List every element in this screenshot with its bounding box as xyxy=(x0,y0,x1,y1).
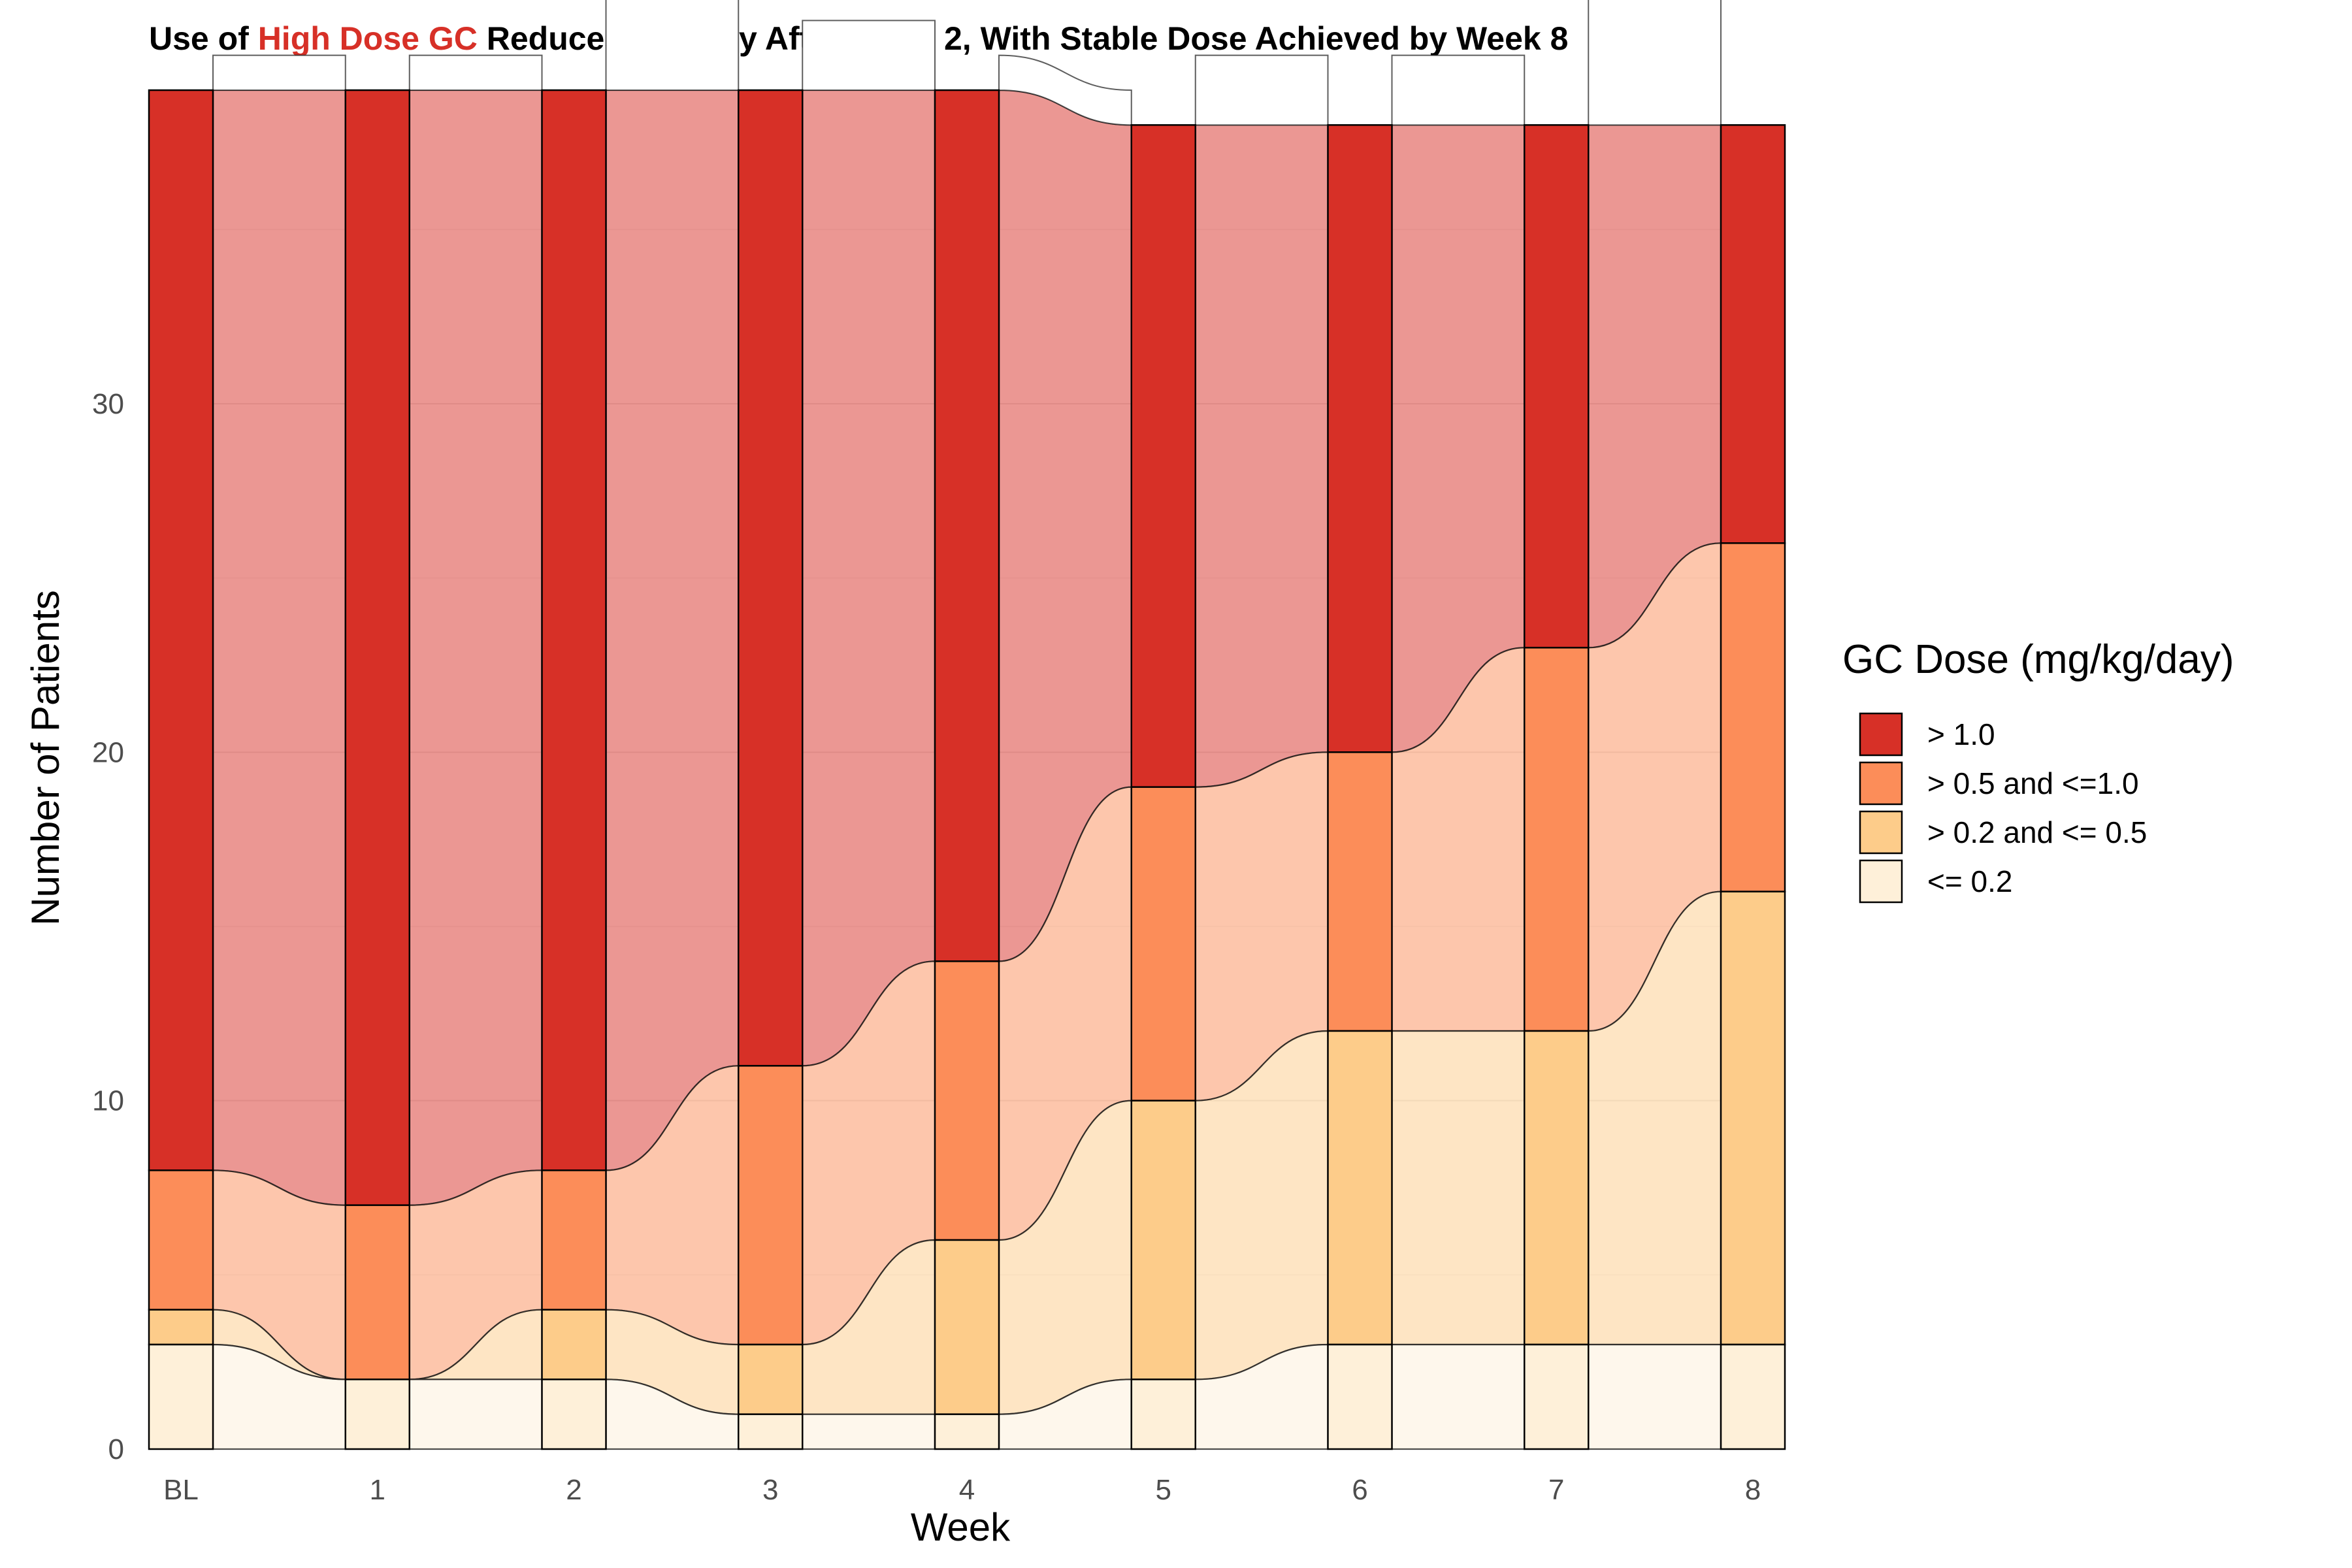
bar-segment xyxy=(1720,1343,1786,1450)
y-tick-label: 30 xyxy=(92,388,124,420)
legend-swatch xyxy=(1859,712,1903,757)
flow-missing xyxy=(1588,0,1722,126)
legend-label: <= 0.2 xyxy=(1927,864,2012,898)
legend: GC Dose (mg/kg/day) > 1.0 > 0.5 and <=1.0… xyxy=(1842,637,2234,904)
x-tick-label: BL xyxy=(163,1474,199,1506)
legend-label: > 1.0 xyxy=(1927,717,1995,751)
bar-segment xyxy=(541,1309,607,1380)
bar-segment xyxy=(344,1204,410,1380)
flow-missing xyxy=(605,0,740,91)
title-highlight: High Dose GC xyxy=(257,20,478,57)
bar-segment xyxy=(934,960,1000,1241)
bar-segment xyxy=(1720,890,1786,1346)
bar-segment xyxy=(738,1343,804,1415)
legend-swatch xyxy=(1859,761,1903,806)
x-axis-title: Week xyxy=(911,1505,1011,1549)
bar-segment xyxy=(541,1169,607,1311)
flow-missing xyxy=(1194,54,1329,126)
x-tick-label: 4 xyxy=(959,1474,975,1506)
bar-segment xyxy=(738,89,804,1067)
bar-segment xyxy=(541,1379,607,1450)
y-tick-label: 10 xyxy=(92,1085,124,1117)
legend-label: > 0.2 and <= 0.5 xyxy=(1927,815,2147,849)
bar-segment xyxy=(1130,786,1196,1102)
y-tick-label: 0 xyxy=(108,1433,124,1465)
bar-segment xyxy=(934,1239,1000,1415)
flow-ribbon xyxy=(212,89,346,1206)
title-prefix: Use of xyxy=(149,20,258,57)
legend-swatch xyxy=(1859,859,1903,904)
bar-segment xyxy=(1524,647,1590,1032)
flow-ribbons xyxy=(212,0,1722,1450)
bar-segment xyxy=(1130,124,1196,788)
x-tick-label: 8 xyxy=(1745,1474,1761,1506)
bar-segment xyxy=(934,1413,1000,1450)
flow-ribbon xyxy=(1391,1030,1526,1346)
bar-segment xyxy=(1524,1343,1590,1450)
bar-segment xyxy=(148,1343,214,1450)
bar-segment xyxy=(344,1379,410,1450)
flow-ribbon xyxy=(408,1379,543,1450)
bar-segment xyxy=(1327,124,1393,753)
x-tick-label: 7 xyxy=(1548,1474,1564,1506)
flow-ribbon xyxy=(408,89,543,1206)
flow-ribbon xyxy=(802,89,936,1067)
x-tick-label: 5 xyxy=(1156,1474,1171,1506)
bar-segment xyxy=(1720,124,1786,544)
bar-segment xyxy=(738,1065,804,1346)
x-tick-label: 1 xyxy=(370,1474,385,1506)
bar-segment xyxy=(1327,751,1393,1032)
bar-segment xyxy=(148,1309,214,1346)
x-tick-label: 3 xyxy=(762,1474,778,1506)
y-axis-title: Number of Patients xyxy=(24,590,67,926)
flow-ribbon xyxy=(802,1413,936,1450)
bar-segment xyxy=(148,89,214,1171)
y-axis-ticks: 0 10 20 30 xyxy=(92,388,124,1465)
bar-segment xyxy=(934,89,1000,962)
bar-segment xyxy=(1327,1343,1393,1450)
bar-segment xyxy=(148,1169,214,1311)
legend-swatch xyxy=(1859,810,1903,855)
bar-segment xyxy=(344,89,410,1206)
stacked-bars xyxy=(148,89,1786,1450)
x-axis-ticks: BL 1 2 3 4 5 6 7 8 xyxy=(163,1474,1761,1506)
flow-ribbon xyxy=(1194,124,1329,788)
flow-missing xyxy=(408,54,543,91)
flow-ribbon xyxy=(605,89,740,1171)
flow-ribbon xyxy=(1588,1343,1722,1450)
bar-segment xyxy=(541,89,607,1171)
bar-segment xyxy=(1327,1030,1393,1346)
bar-segment xyxy=(1130,1100,1196,1380)
y-tick-label: 20 xyxy=(92,736,124,768)
bar-segment xyxy=(738,1413,804,1450)
flow-missing xyxy=(802,20,936,91)
bar-segment xyxy=(1720,542,1786,892)
bar-segment xyxy=(1130,1379,1196,1450)
legend-label: > 0.5 and <=1.0 xyxy=(1927,766,2139,800)
flow-ribbon xyxy=(1391,1343,1526,1450)
flow-missing xyxy=(212,54,346,91)
bar-segment xyxy=(1524,124,1590,649)
flow-missing xyxy=(1391,54,1526,126)
bar-segment xyxy=(1524,1030,1590,1346)
x-tick-label: 6 xyxy=(1352,1474,1367,1506)
x-tick-label: 2 xyxy=(566,1474,581,1506)
legend-title: GC Dose (mg/kg/day) xyxy=(1842,637,2234,682)
